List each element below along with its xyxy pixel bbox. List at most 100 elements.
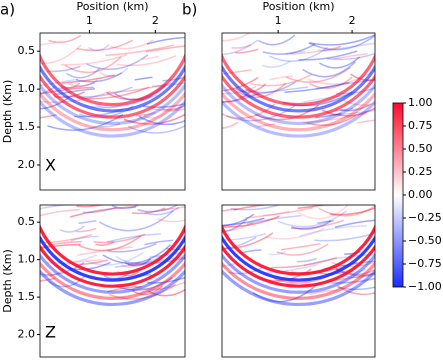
x-axis-label: Position (km) [263, 0, 335, 13]
wave-texture [222, 217, 265, 227]
panel-annotation: Z [45, 323, 56, 342]
wave-texture [134, 76, 153, 81]
wavefront [40, 91, 185, 132]
wave-texture [109, 39, 154, 50]
wave-texture [77, 259, 108, 266]
wavefront [40, 64, 185, 113]
wave-texture [231, 44, 252, 49]
wave-texture [222, 208, 238, 212]
wave-texture [76, 246, 133, 257]
wavefront [40, 261, 185, 300]
wave-texture [76, 39, 133, 52]
wave-texture [149, 251, 185, 258]
wave-texture [106, 285, 142, 293]
wave-texture [269, 46, 329, 62]
wave-texture [309, 76, 353, 90]
wave-texture [323, 42, 375, 52]
wave-texture [335, 268, 375, 277]
wave-texture [160, 206, 185, 212]
wave-texture [93, 233, 146, 244]
panel-frame [221, 32, 376, 191]
wave-texture [142, 103, 185, 108]
wave-texture [57, 82, 96, 90]
wave-texture [290, 45, 342, 55]
wavefront [222, 83, 375, 126]
wave-texture [317, 220, 334, 225]
wave-texture [285, 50, 306, 56]
y-tick-label: 0.5 [18, 215, 36, 228]
wave-texture [65, 67, 101, 79]
wave-texture [222, 92, 260, 103]
wave-texture [250, 73, 312, 87]
y-tick-label: 0.5 [18, 44, 36, 57]
wave-texture [276, 243, 329, 256]
wave-texture [68, 79, 98, 87]
wavefield [222, 205, 375, 307]
wave-texture [314, 112, 342, 119]
wavefront [40, 52, 185, 107]
wave-texture [147, 276, 185, 284]
wavefront [222, 91, 375, 132]
wave-texture [333, 52, 368, 60]
wave-texture [40, 240, 82, 249]
wave-texture [222, 215, 280, 228]
wave-texture [105, 44, 175, 57]
wave-texture [258, 34, 296, 46]
wave-texture [257, 123, 276, 128]
wavefield [40, 205, 185, 307]
colorbar-tick-label: −0.75 [408, 257, 442, 270]
wave-texture [318, 205, 375, 217]
wave-texture [40, 78, 78, 87]
y-tick-label: 1.0 [18, 82, 36, 95]
wave-texture [95, 240, 115, 246]
wave-texture [314, 232, 375, 242]
wave-texture [131, 285, 163, 296]
wave-texture [40, 277, 56, 282]
wave-texture [331, 277, 375, 284]
wave-texture [76, 205, 105, 208]
wave-texture [85, 251, 144, 266]
wave-texture [235, 48, 259, 54]
wave-texture [131, 207, 166, 215]
wave-texture [228, 266, 264, 275]
wave-texture [142, 55, 159, 60]
wave-texture [297, 205, 349, 220]
wavefield [222, 33, 375, 138]
wave-texture [269, 75, 293, 81]
wave-texture [120, 261, 140, 268]
x-tick-label: 1 [275, 14, 282, 27]
wave-texture [302, 61, 357, 78]
wave-texture [144, 239, 174, 246]
wave-texture [40, 44, 82, 65]
y-axis-label: Depth (Km) [1, 80, 14, 144]
wave-texture [222, 121, 239, 129]
wave-texture [40, 96, 71, 110]
wave-texture [335, 103, 372, 112]
wave-texture [111, 205, 140, 210]
wave-texture [127, 124, 185, 134]
wavefront [222, 74, 375, 119]
wave-texture [334, 271, 375, 279]
wave-texture [59, 225, 85, 233]
wave-texture [296, 257, 317, 263]
colorbar-tick-label: −0.25 [408, 211, 442, 224]
wave-texture [124, 258, 152, 267]
wave-texture [60, 53, 128, 66]
colorbar-tick-label: −1.00 [408, 280, 442, 293]
wave-texture [281, 243, 321, 251]
wave-texture [107, 242, 157, 253]
wave-texture [75, 72, 123, 83]
wave-texture [315, 205, 347, 207]
wavefront [222, 64, 375, 113]
wave-texture [245, 207, 313, 219]
wavefront [222, 261, 375, 300]
wave-texture [330, 207, 375, 216]
wave-texture [239, 86, 309, 99]
wave-texture [145, 44, 185, 53]
wave-texture [222, 221, 254, 232]
panel-frame [39, 204, 186, 358]
wave-texture [340, 104, 370, 112]
wave-texture [78, 235, 142, 252]
wave-texture [271, 256, 338, 269]
wave-texture [303, 112, 367, 124]
